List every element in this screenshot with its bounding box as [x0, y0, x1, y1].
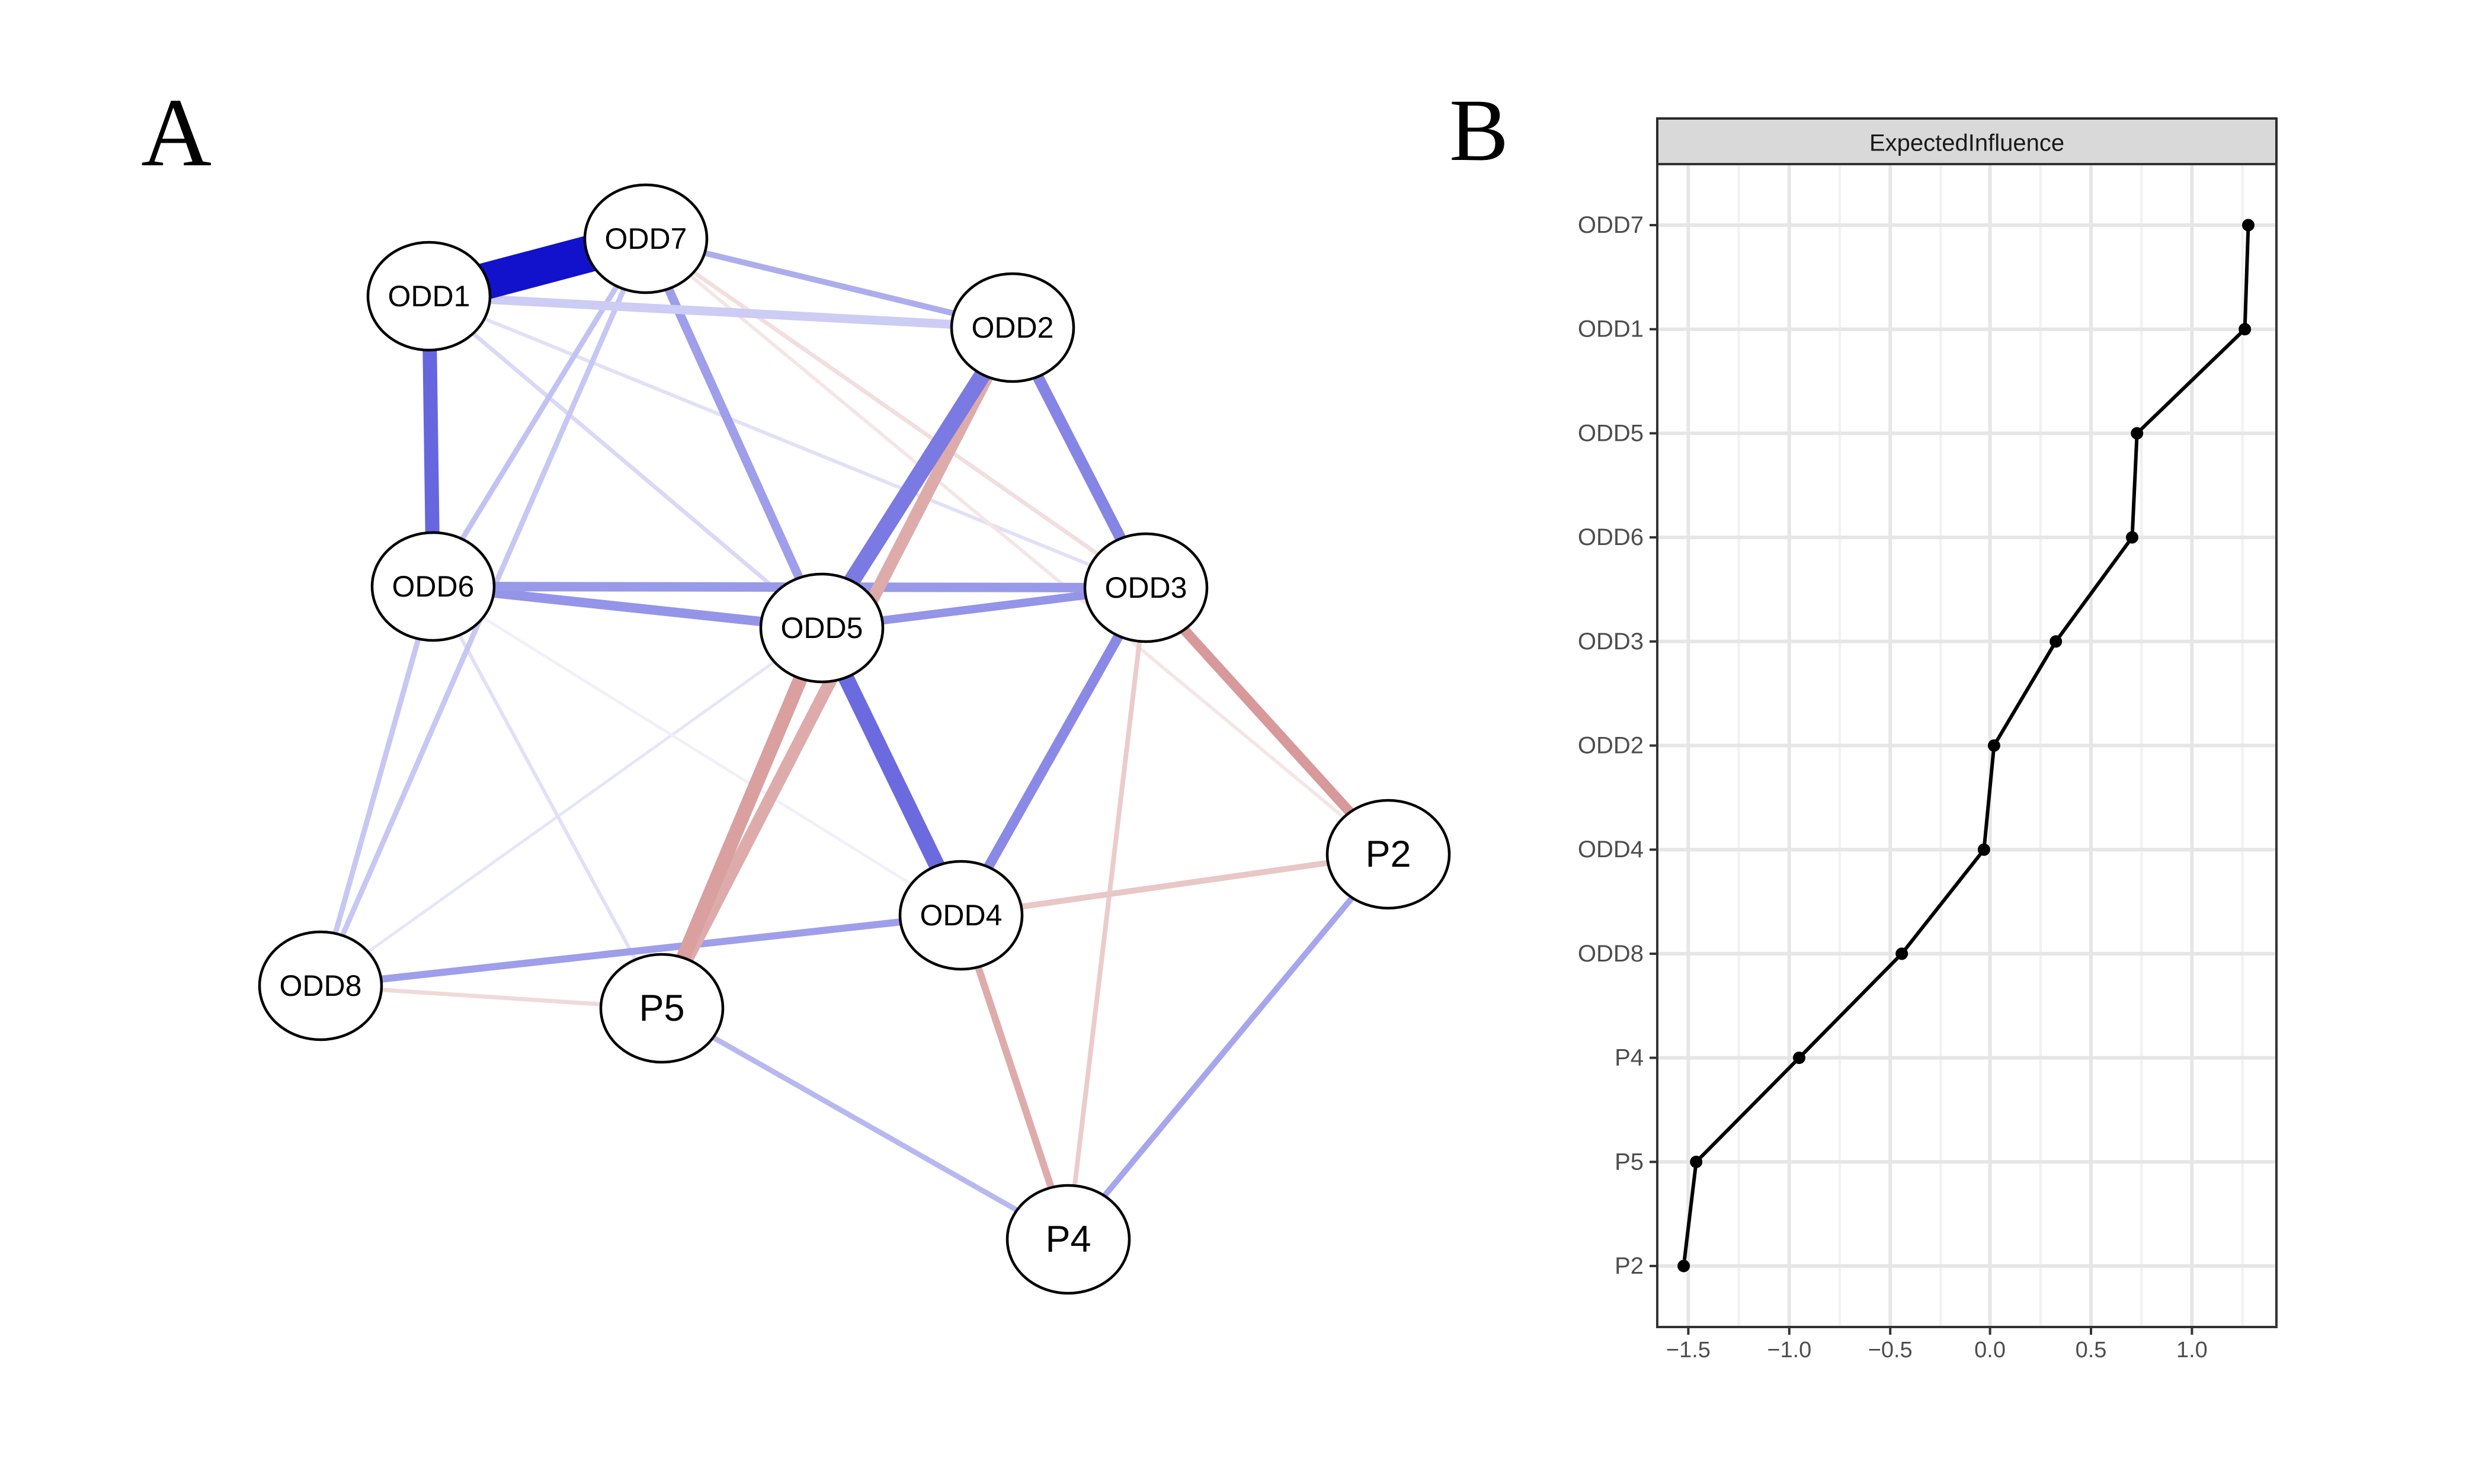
svg-text:ODD3: ODD3	[1578, 629, 1644, 655]
svg-text:ODD7: ODD7	[1578, 212, 1644, 238]
svg-text:A: A	[141, 78, 212, 187]
svg-text:ODD8: ODD8	[1578, 941, 1644, 967]
svg-text:ODD6: ODD6	[392, 570, 475, 603]
svg-text:ODD1: ODD1	[388, 280, 470, 313]
svg-text:P2: P2	[1615, 1253, 1644, 1279]
svg-text:P5: P5	[1615, 1149, 1644, 1175]
svg-text:ExpectedInfluence: ExpectedInfluence	[1869, 130, 2064, 156]
svg-text:1.0: 1.0	[2176, 1338, 2208, 1363]
svg-text:ODD6: ODD6	[1578, 524, 1644, 550]
svg-text:−0.5: −0.5	[1868, 1338, 1913, 1363]
svg-text:ODD4: ODD4	[920, 899, 1003, 932]
svg-text:ODD8: ODD8	[280, 969, 362, 1002]
svg-text:P2: P2	[1365, 834, 1411, 875]
svg-text:ODD5: ODD5	[781, 611, 863, 645]
svg-text:ODD3: ODD3	[1105, 571, 1187, 604]
svg-text:P5: P5	[639, 988, 684, 1029]
svg-text:P4: P4	[1045, 1219, 1091, 1260]
svg-text:ODD1: ODD1	[1578, 316, 1644, 342]
svg-text:−1.5: −1.5	[1666, 1338, 1711, 1363]
svg-text:ODD2: ODD2	[972, 311, 1054, 344]
svg-text:ODD5: ODD5	[1578, 420, 1644, 446]
svg-text:P4: P4	[1615, 1045, 1644, 1071]
svg-text:−1.0: −1.0	[1767, 1338, 1811, 1363]
svg-text:ODD7: ODD7	[605, 222, 687, 255]
svg-text:0.5: 0.5	[2076, 1338, 2107, 1363]
svg-text:0.0: 0.0	[1974, 1338, 2006, 1363]
svg-text:ODD4: ODD4	[1578, 836, 1644, 863]
svg-text:B: B	[1449, 81, 1509, 180]
svg-text:ODD2: ODD2	[1578, 733, 1644, 759]
